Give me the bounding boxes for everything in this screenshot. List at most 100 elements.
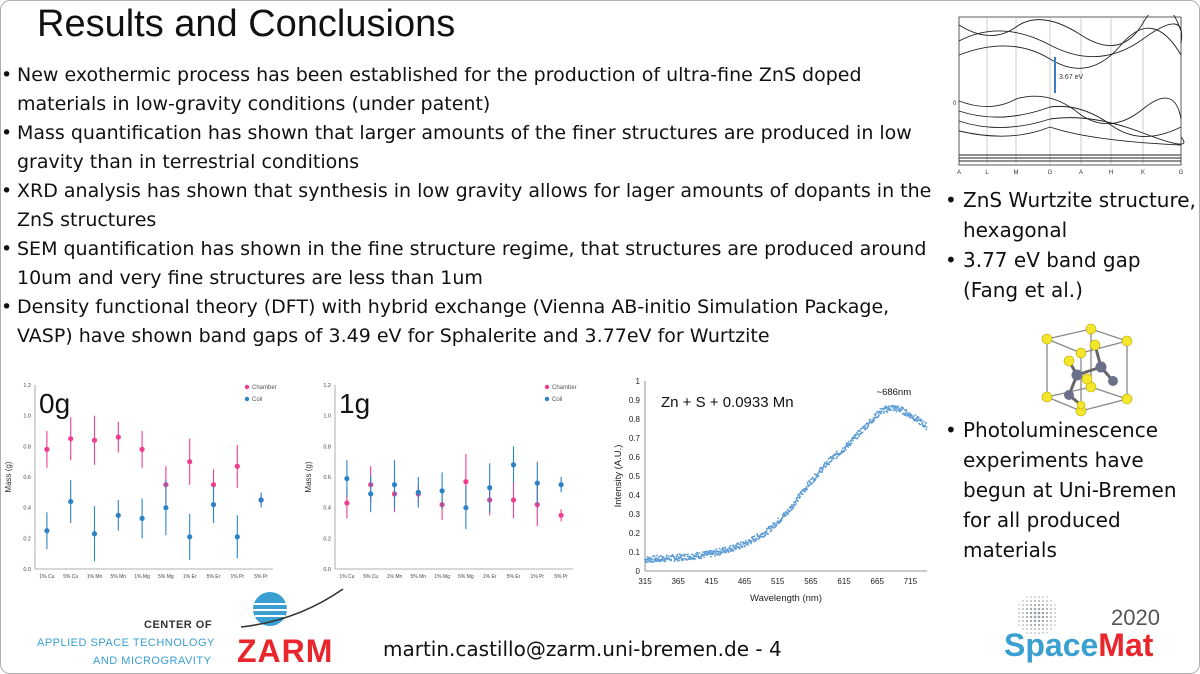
globe-dot xyxy=(1018,604,1020,606)
data-point xyxy=(682,558,685,561)
data-point xyxy=(234,534,240,540)
data-point xyxy=(793,503,796,506)
wurtzite-crystal-image xyxy=(1041,323,1133,417)
data-point xyxy=(902,407,905,409)
data-point xyxy=(765,529,768,532)
y-tick-label: 0.8 xyxy=(23,444,31,450)
band-curve xyxy=(958,15,1182,47)
globe-dot xyxy=(1029,607,1033,611)
x-tick-label: 315 xyxy=(638,577,652,586)
data-point xyxy=(737,543,740,546)
data-point xyxy=(918,422,920,425)
k-point-label: H xyxy=(1109,170,1113,176)
data-point xyxy=(859,430,862,432)
data-point xyxy=(657,557,660,560)
data-point xyxy=(909,412,911,415)
data-point xyxy=(824,466,827,468)
globe-dot xyxy=(1054,608,1056,610)
data-point xyxy=(735,547,738,550)
data-point xyxy=(879,407,882,410)
data-point xyxy=(773,522,776,525)
x-axis-label: Wavelength (nm) xyxy=(750,593,822,604)
data-point xyxy=(820,467,823,469)
globe-dot xyxy=(1054,620,1056,622)
globe-dot xyxy=(1041,603,1045,607)
y-tick-label: 0.6 xyxy=(629,453,641,462)
globe-dot xyxy=(1033,619,1037,623)
structure-bullet-list: ZnS Wurtzite structure, hexagonal 3.77 e… xyxy=(945,185,1197,305)
data-point xyxy=(714,554,716,557)
data-point xyxy=(801,493,804,496)
data-point xyxy=(753,540,756,543)
data-point xyxy=(673,556,676,559)
x-tick-label: 415 xyxy=(705,577,719,586)
globe-dot xyxy=(1037,603,1041,607)
data-point xyxy=(717,552,720,554)
data-point xyxy=(368,491,374,497)
data-point xyxy=(925,426,928,428)
data-point xyxy=(827,462,830,465)
data-point xyxy=(925,428,928,431)
globe-dot xyxy=(1054,604,1056,606)
globe-dot xyxy=(1022,600,1024,602)
data-point xyxy=(798,493,800,495)
data-point xyxy=(709,550,712,553)
data-point xyxy=(694,558,697,560)
globe-dot xyxy=(1042,596,1044,598)
band-curve xyxy=(958,27,1182,69)
data-point xyxy=(665,556,668,559)
data-point xyxy=(818,470,820,473)
data-point xyxy=(856,436,859,439)
x-tick-label: 1% Cu xyxy=(39,574,54,580)
globe-dot xyxy=(1022,608,1024,610)
zarm-globe-icon xyxy=(240,588,344,628)
data-point xyxy=(866,427,869,429)
globe-dot xyxy=(1033,603,1037,607)
y-axis-label: Intensity (A.U.) xyxy=(613,445,624,508)
data-point xyxy=(660,555,663,558)
k-point-label: K xyxy=(1141,170,1145,176)
data-point xyxy=(847,446,850,448)
data-point xyxy=(258,497,264,503)
data-point xyxy=(534,480,540,486)
data-point xyxy=(439,488,445,494)
data-point xyxy=(657,560,660,563)
data-point xyxy=(819,471,822,473)
y-axis-label: Mass (g) xyxy=(304,461,313,492)
data-point xyxy=(882,412,885,414)
band-gap-label: 3.67 eV xyxy=(1059,74,1083,81)
data-point xyxy=(903,409,906,411)
data-point xyxy=(680,556,683,559)
data-point xyxy=(687,553,689,556)
globe-dot xyxy=(1026,632,1028,634)
data-point xyxy=(867,425,870,428)
spacemat-logo-mat: Mat xyxy=(1098,627,1154,663)
globe-dot xyxy=(1038,596,1040,598)
data-point xyxy=(810,483,813,485)
data-point xyxy=(698,551,701,554)
x-tick-label: 665 xyxy=(871,577,885,586)
data-point xyxy=(878,414,880,417)
bullet-item: Photoluminescence experiments have begun… xyxy=(945,415,1197,565)
data-point xyxy=(805,486,808,488)
y-tick-label: 0.0 xyxy=(23,567,31,573)
data-point xyxy=(854,437,857,439)
data-point xyxy=(695,555,698,558)
data-point xyxy=(893,406,896,409)
data-point xyxy=(797,500,799,503)
data-point xyxy=(510,497,517,503)
x-tick-label: 5% Pr xyxy=(254,574,268,580)
data-point xyxy=(753,535,756,538)
data-point xyxy=(732,544,735,547)
data-point xyxy=(813,473,816,475)
data-point xyxy=(767,533,769,536)
data-point xyxy=(115,512,121,518)
data-point xyxy=(922,420,925,423)
y-tick-label: 1.0 xyxy=(23,414,31,420)
globe-dot xyxy=(1050,616,1052,618)
data-point xyxy=(830,459,833,461)
globe-dot xyxy=(1050,620,1052,622)
data-point xyxy=(139,446,145,452)
y-tick-label: 1.2 xyxy=(323,383,331,389)
data-point xyxy=(917,416,920,419)
